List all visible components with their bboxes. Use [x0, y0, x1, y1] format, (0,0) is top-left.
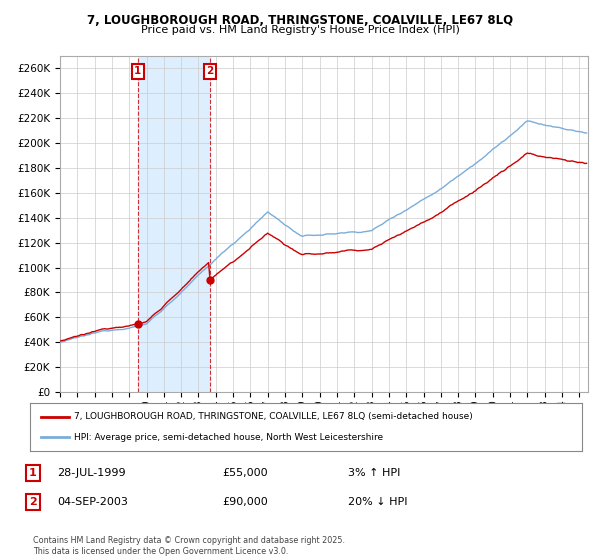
- Text: 20% ↓ HPI: 20% ↓ HPI: [348, 497, 407, 507]
- Text: 3% ↑ HPI: 3% ↑ HPI: [348, 468, 400, 478]
- Text: 1: 1: [29, 468, 37, 478]
- Text: 2: 2: [29, 497, 37, 507]
- Text: Contains HM Land Registry data © Crown copyright and database right 2025.
This d: Contains HM Land Registry data © Crown c…: [33, 536, 345, 556]
- Text: 7, LOUGHBOROUGH ROAD, THRINGSTONE, COALVILLE, LE67 8LQ (semi-detached house): 7, LOUGHBOROUGH ROAD, THRINGSTONE, COALV…: [74, 412, 473, 421]
- Text: £55,000: £55,000: [222, 468, 268, 478]
- Text: 04-SEP-2003: 04-SEP-2003: [57, 497, 128, 507]
- Text: HPI: Average price, semi-detached house, North West Leicestershire: HPI: Average price, semi-detached house,…: [74, 433, 383, 442]
- Bar: [138, 56, 210, 392]
- Text: 28-JUL-1999: 28-JUL-1999: [57, 468, 125, 478]
- Text: 7, LOUGHBOROUGH ROAD, THRINGSTONE, COALVILLE, LE67 8LQ: 7, LOUGHBOROUGH ROAD, THRINGSTONE, COALV…: [87, 14, 513, 27]
- Text: Price paid vs. HM Land Registry's House Price Index (HPI): Price paid vs. HM Land Registry's House …: [140, 25, 460, 35]
- Text: 1: 1: [134, 66, 142, 76]
- Text: £90,000: £90,000: [222, 497, 268, 507]
- Text: 2: 2: [206, 66, 214, 76]
